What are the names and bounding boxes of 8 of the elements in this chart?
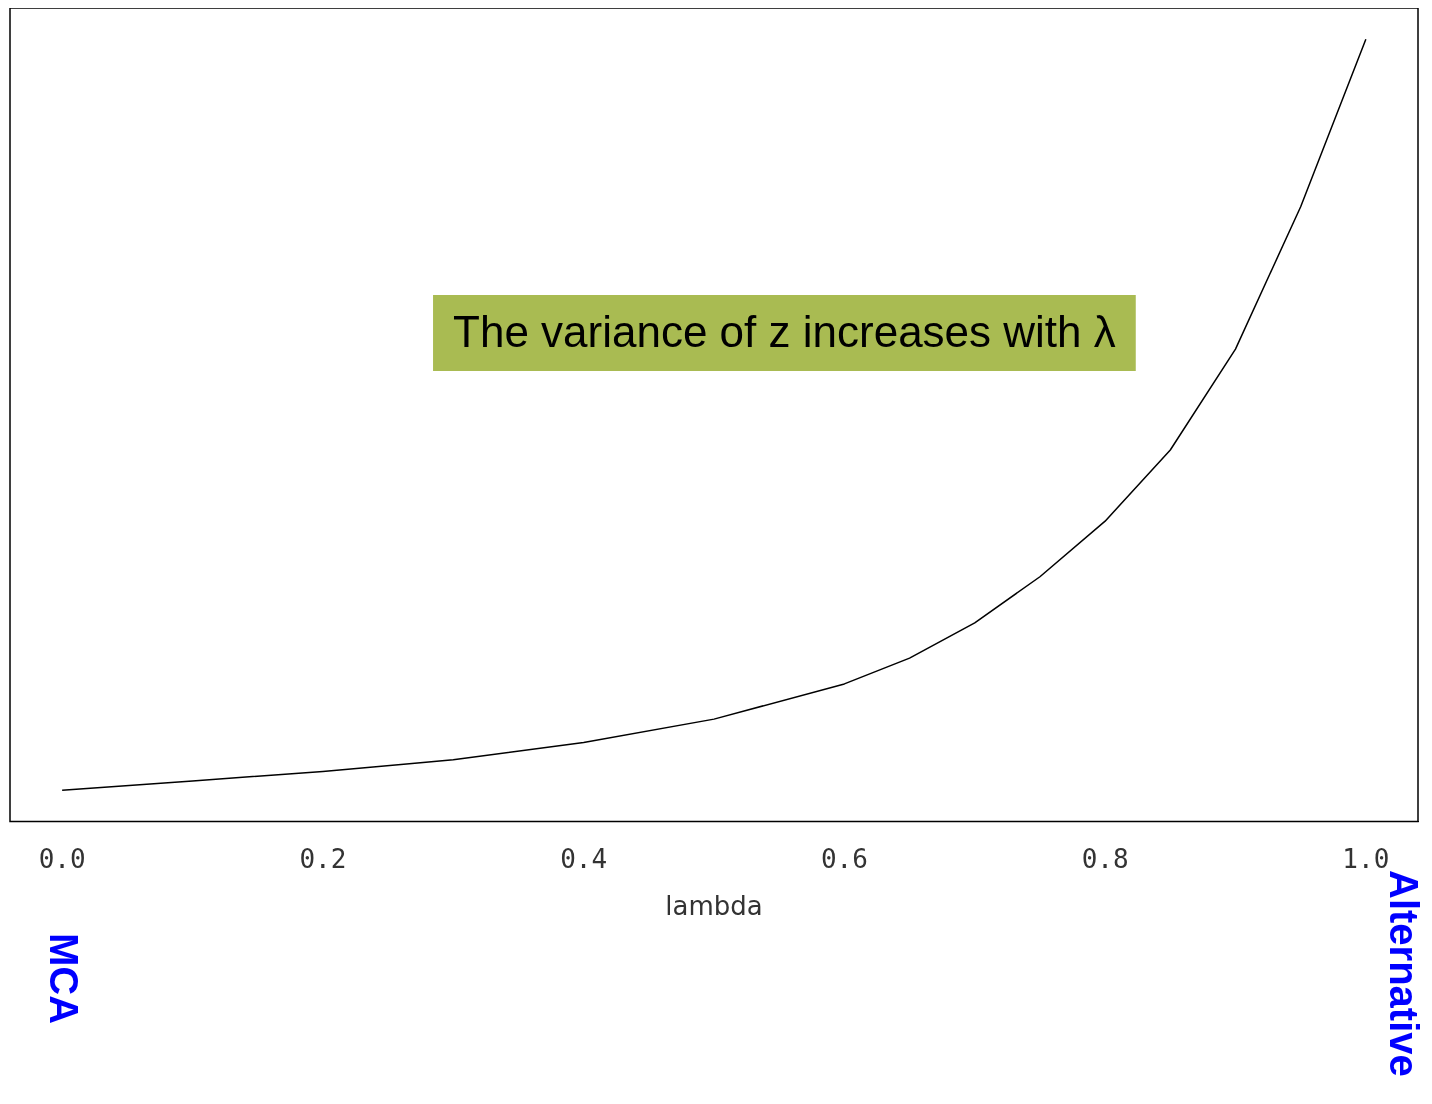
- x-axis-title: lambda: [665, 891, 763, 922]
- annotation: The variance of z increases with λ: [453, 307, 1116, 357]
- text: MCA: [42, 933, 86, 1025]
- x-tick-label: 0.0: [38, 843, 86, 874]
- x-tick-label: 0.4: [560, 843, 608, 874]
- x-tick-label: 0.8: [1081, 843, 1129, 874]
- x-tick-label: 0.6: [820, 843, 868, 874]
- x-tick-label: 0.2: [299, 843, 347, 874]
